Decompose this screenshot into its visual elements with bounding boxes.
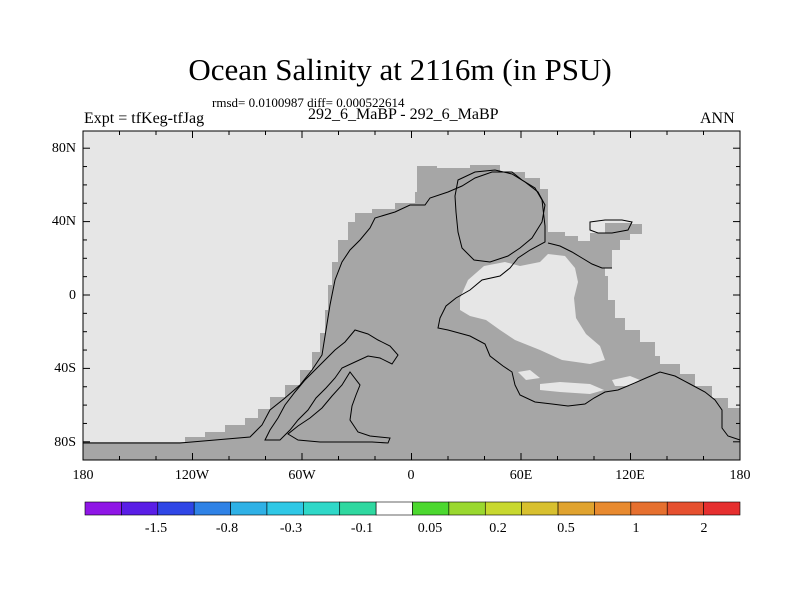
missing-region bbox=[518, 370, 540, 380]
coastline bbox=[454, 169, 546, 263]
lat-label-80n: 80N bbox=[52, 141, 76, 156]
colorbar-box bbox=[266, 501, 304, 516]
season-label: ANN bbox=[700, 110, 735, 127]
colorbar-box bbox=[557, 501, 595, 516]
colorbar-label: 0.5 bbox=[557, 521, 575, 536]
colorbar-label: 0.05 bbox=[418, 521, 443, 536]
lon-label-180e: 180 bbox=[730, 468, 751, 483]
coastline bbox=[83, 171, 741, 444]
lat-label-80s: 80S bbox=[54, 435, 76, 450]
colorbar-label: -1.5 bbox=[145, 521, 167, 536]
lat-label-0: 0 bbox=[69, 288, 76, 303]
colorbar-box bbox=[375, 501, 413, 516]
lat-label-40n: 40N bbox=[52, 214, 76, 229]
colorbar-box bbox=[448, 501, 486, 516]
experiment-label: Expt = tfKeg-tfJag bbox=[84, 110, 205, 127]
lon-label-60e: 60E bbox=[510, 468, 533, 483]
lat-label-40s: 40S bbox=[54, 361, 76, 376]
coastlines bbox=[83, 169, 741, 444]
colorbar-box bbox=[666, 501, 704, 516]
lon-label-180w: 180 bbox=[73, 468, 94, 483]
colorbar-box bbox=[703, 501, 741, 516]
case-label: 292_6_MaBP - 292_6_MaBP bbox=[308, 106, 499, 123]
colorbar-label: -0.3 bbox=[280, 521, 302, 536]
colorbar-boxes bbox=[84, 501, 741, 516]
coastline bbox=[547, 242, 612, 269]
colorbar-box bbox=[594, 501, 632, 516]
lon-label-120w: 120W bbox=[175, 468, 210, 483]
colorbar-box bbox=[84, 501, 122, 516]
map-ticks bbox=[82, 131, 741, 460]
colorbar-box bbox=[157, 501, 195, 516]
coastline bbox=[287, 371, 391, 444]
missing-region bbox=[460, 254, 605, 364]
lon-label-60w: 60W bbox=[288, 468, 316, 483]
figure-title: Ocean Salinity at 2116m (in PSU) bbox=[188, 52, 612, 87]
colorbar-box bbox=[521, 501, 559, 516]
land-mask bbox=[83, 165, 740, 460]
lon-label-0: 0 bbox=[408, 468, 415, 483]
colorbar-box bbox=[484, 501, 522, 516]
coastline bbox=[589, 219, 633, 234]
coastline bbox=[264, 329, 399, 441]
colorbar-box bbox=[230, 501, 268, 516]
colorbar-box bbox=[339, 501, 377, 516]
colorbar-box bbox=[121, 501, 159, 516]
colorbar-label: -0.8 bbox=[216, 521, 238, 536]
colorbar-label: 2 bbox=[701, 521, 708, 536]
colorbar-box bbox=[412, 501, 450, 516]
stats-subtitle: rmsd= 0.0100987 diff= 0.000522614 bbox=[212, 95, 405, 110]
colorbar-box bbox=[630, 501, 668, 516]
colorbar-label: 1 bbox=[633, 521, 640, 536]
missing-region bbox=[540, 382, 604, 394]
colorbar-label: 0.2 bbox=[489, 521, 507, 536]
colorbar-label: -0.1 bbox=[351, 521, 373, 536]
colorbar-box bbox=[303, 501, 341, 516]
lon-label-120e: 120E bbox=[615, 468, 645, 483]
colorbar-box bbox=[193, 501, 231, 516]
